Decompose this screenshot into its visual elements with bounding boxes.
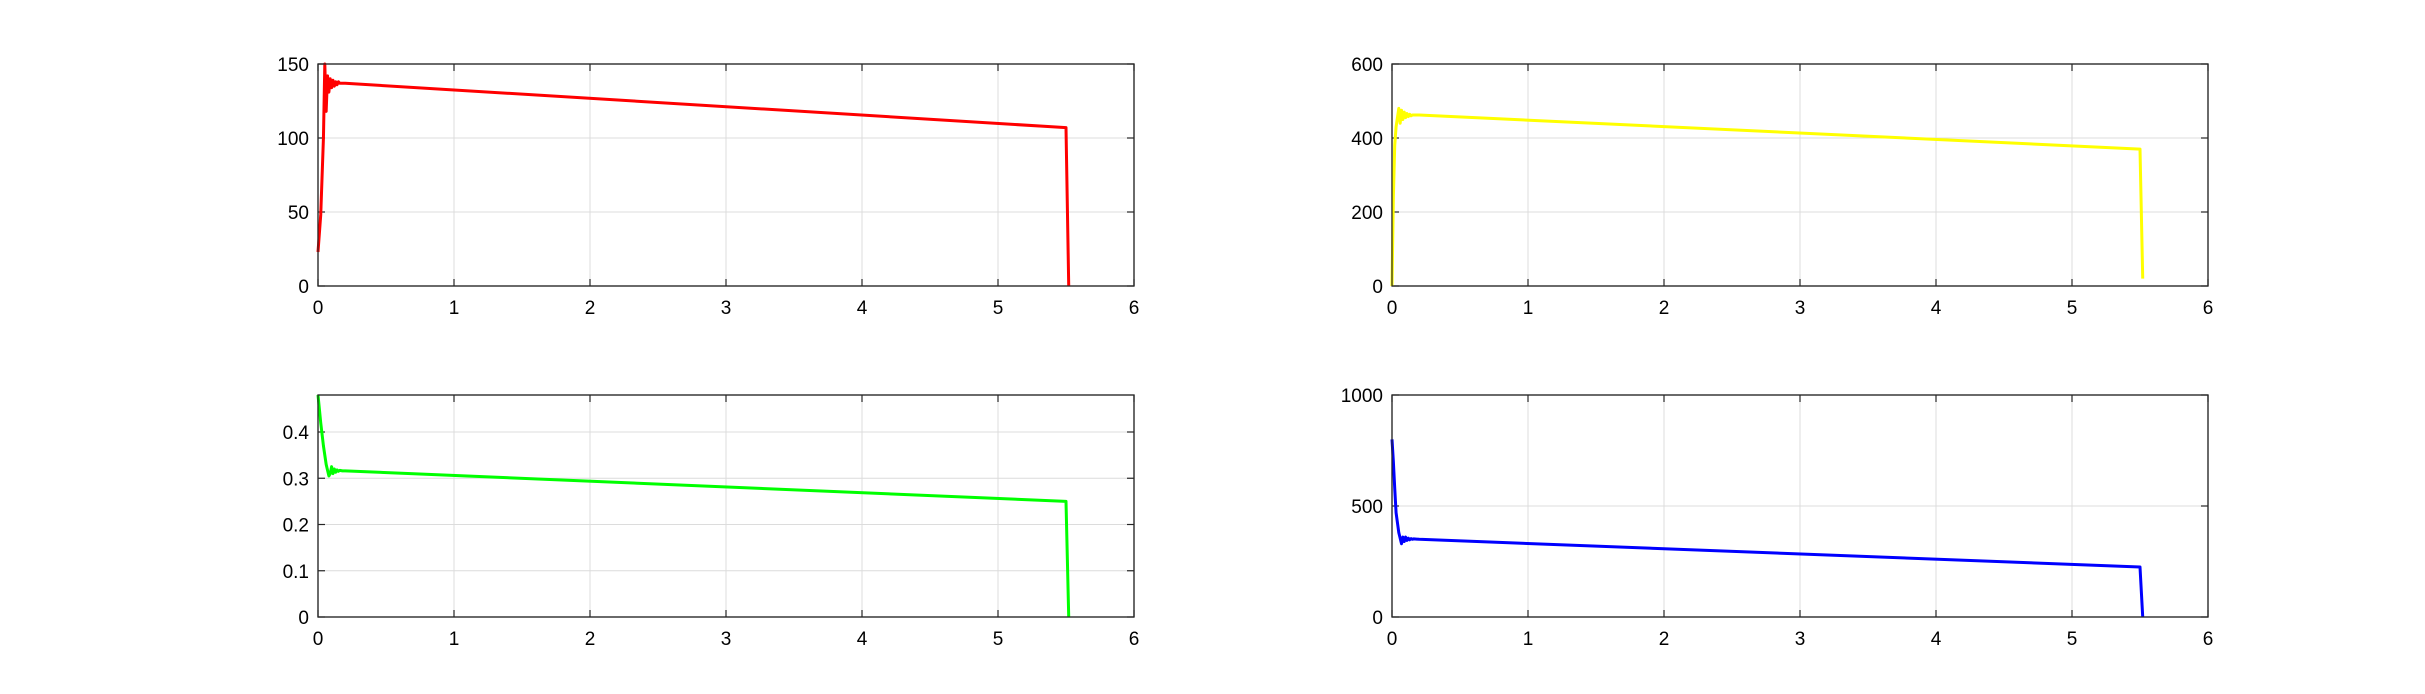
series-line-green — [316, 394, 1071, 618]
x-tick-label: 4 — [857, 298, 868, 319]
y-tick-label: 50 — [288, 203, 309, 224]
x-tick-label: 0 — [1387, 298, 1398, 319]
x-tick-label: 5 — [2067, 298, 2078, 319]
x-tick-label: 4 — [857, 629, 868, 650]
x-tick-label: 6 — [2203, 298, 2214, 319]
x-tick-label: 4 — [1931, 298, 1942, 319]
subplot-yellow: 0 1 2 3 4 5 6 0 200 400 600 — [1351, 55, 2213, 319]
x-tick-label: 6 — [1129, 629, 1140, 650]
x-tick-label: 6 — [1129, 298, 1140, 319]
subplot-red: 0 1 2 3 4 5 6 0 50 100 150 — [277, 55, 1139, 319]
y-tick-label: 0 — [1372, 608, 1383, 629]
x-tick-label: 0 — [1387, 629, 1398, 650]
x-tick-label: 5 — [2067, 629, 2078, 650]
x-tick-label: 1 — [449, 298, 460, 319]
x-tick-label: 2 — [1659, 298, 1670, 319]
x-tick-label: 1 — [1523, 629, 1534, 650]
y-tick-label: 0 — [298, 277, 309, 298]
x-tick-label: 0 — [313, 629, 324, 650]
y-tick-label: 100 — [277, 129, 309, 150]
x-tick-label: 5 — [993, 298, 1004, 319]
y-tick-label: 1000 — [1341, 386, 1383, 407]
y-tick-label: 500 — [1351, 497, 1383, 518]
x-tick-label: 2 — [585, 298, 596, 319]
y-tick-label: 150 — [277, 55, 309, 76]
y-tick-label: 0.2 — [283, 516, 309, 537]
subplot-blue: 0 1 2 3 4 5 6 0 500 1000 — [1341, 386, 2214, 650]
x-tick-label: 2 — [1659, 629, 1670, 650]
series-line-blue — [1390, 439, 2145, 618]
x-tick-label: 0 — [313, 298, 324, 319]
axes-frame — [317, 63, 1135, 287]
y-tick-label: 600 — [1351, 55, 1383, 76]
x-tick-label: 1 — [1523, 298, 1534, 319]
axes-frame — [1391, 394, 2209, 618]
x-tick-label: 2 — [585, 629, 596, 650]
y-tick-label: 0.4 — [283, 423, 310, 444]
x-tick-label: 3 — [721, 298, 732, 319]
x-tick-label: 5 — [993, 629, 1004, 650]
x-tick-label: 6 — [2203, 629, 2214, 650]
y-tick-label: 400 — [1351, 129, 1383, 150]
y-tick-label: 200 — [1351, 203, 1383, 224]
subplot-green: 0 1 2 3 4 5 6 0 0.1 0.2 0.3 0.4 — [283, 394, 1140, 650]
y-tick-label: 0 — [298, 608, 309, 629]
series-line-yellow — [1390, 106, 2145, 287]
axes-frame — [317, 394, 1135, 618]
x-tick-label: 3 — [1795, 629, 1806, 650]
y-tick-label: 0 — [1372, 277, 1383, 298]
x-tick-label: 1 — [449, 629, 460, 650]
axes-frame — [1391, 63, 2209, 287]
x-tick-label: 3 — [1795, 298, 1806, 319]
y-tick-label: 0.1 — [283, 562, 309, 583]
x-tick-label: 4 — [1931, 629, 1942, 650]
y-tick-label: 0.3 — [283, 469, 309, 490]
x-tick-label: 3 — [721, 629, 732, 650]
